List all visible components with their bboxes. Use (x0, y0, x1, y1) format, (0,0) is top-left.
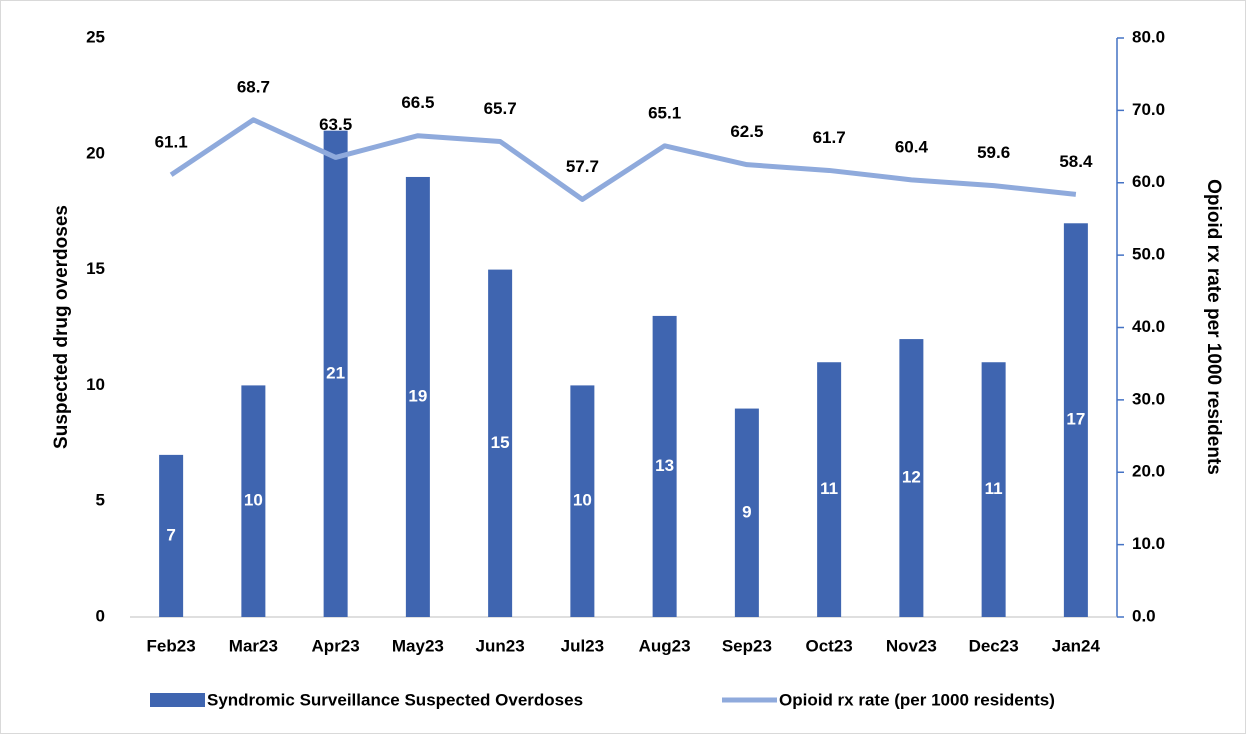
x-tick-label: Apr23 (312, 636, 360, 655)
x-tick-label: Dec23 (969, 636, 1019, 655)
bar (159, 454, 184, 617)
bar (981, 362, 1006, 617)
line-value-label: 65.7 (484, 99, 517, 118)
line-value-label: 60.4 (895, 137, 929, 156)
line-value-label: 58.4 (1059, 152, 1093, 171)
line-value-label: 57.7 (566, 157, 599, 176)
y-tick-label: 10 (86, 375, 105, 394)
x-tick-label: May23 (392, 636, 444, 655)
bar-value-label: 17 (1066, 410, 1085, 429)
y2-tick-label: 50.0 (1132, 245, 1165, 264)
x-tick-label: Aug23 (639, 636, 691, 655)
bar (1063, 223, 1088, 617)
x-tick-label: Mar23 (229, 636, 278, 655)
line-value-label: 62.5 (730, 122, 763, 141)
bar-value-label: 10 (244, 491, 263, 510)
y2-tick-label: 80.0 (1132, 27, 1165, 46)
bar (405, 176, 430, 617)
y-tick-label: 25 (86, 27, 105, 46)
bar-value-label: 10 (573, 491, 592, 510)
bar-value-label: 12 (902, 468, 921, 487)
y-tick-label: 5 (96, 491, 105, 510)
x-tick-label: Feb23 (147, 636, 196, 655)
y2-tick-label: 70.0 (1132, 100, 1165, 119)
bar (323, 130, 348, 617)
line-value-label: 66.5 (401, 93, 434, 112)
bar-value-label: 11 (985, 479, 1003, 498)
bar (570, 385, 595, 617)
y2-tick-label: 20.0 (1132, 462, 1165, 481)
bar (734, 408, 759, 617)
x-tick-label: Sep23 (722, 636, 772, 655)
y2-tick-label: 60.0 (1132, 172, 1165, 191)
line-value-label: 63.5 (319, 115, 352, 134)
y-tick-label: 15 (86, 259, 105, 278)
y2-tick-label: 40.0 (1132, 317, 1165, 336)
y-axis-label: Suspected drug overdoses (51, 205, 72, 449)
y2-tick-label: 30.0 (1132, 389, 1165, 408)
line-value-label: 68.7 (237, 77, 270, 96)
bar-value-label: 7 (166, 525, 175, 544)
bar-value-label: 11 (820, 479, 838, 498)
bar (899, 339, 924, 617)
bar (652, 315, 677, 617)
line-value-label: 59.6 (977, 143, 1010, 162)
legend-swatch (150, 693, 205, 707)
bar-value-label: 13 (655, 456, 674, 475)
legend-label: Opioid rx rate (per 1000 residents) (779, 690, 1055, 709)
y2-tick-label: 10.0 (1132, 534, 1165, 553)
bar-value-label: 15 (491, 433, 510, 452)
x-tick-label: Oct23 (806, 636, 853, 655)
line-value-label: 61.1 (155, 132, 188, 151)
bar-value-label: 21 (326, 363, 345, 382)
line (169, 117, 1077, 202)
y-tick-label: 0 (96, 606, 105, 625)
x-tick-label: Nov23 (886, 636, 937, 655)
line-value-label: 65.1 (648, 103, 681, 122)
line-value-label: 61.7 (813, 128, 846, 147)
x-tick-label: Jun23 (476, 636, 525, 655)
bar (241, 385, 266, 617)
legend-label: Syndromic Surveillance Suspected Overdos… (207, 690, 583, 709)
bar (817, 362, 842, 617)
x-tick-label: Jan24 (1052, 636, 1101, 655)
bar (488, 269, 513, 617)
y-tick-label: 20 (86, 143, 105, 162)
y2-axis-label: Opioid rx rate per 1000 residents (1203, 179, 1224, 475)
y2-tick-label: 0.0 (1132, 606, 1156, 625)
bar-value-label: 19 (408, 386, 427, 405)
x-tick-label: Jul23 (561, 636, 604, 655)
bar-value-label: 9 (742, 502, 751, 521)
